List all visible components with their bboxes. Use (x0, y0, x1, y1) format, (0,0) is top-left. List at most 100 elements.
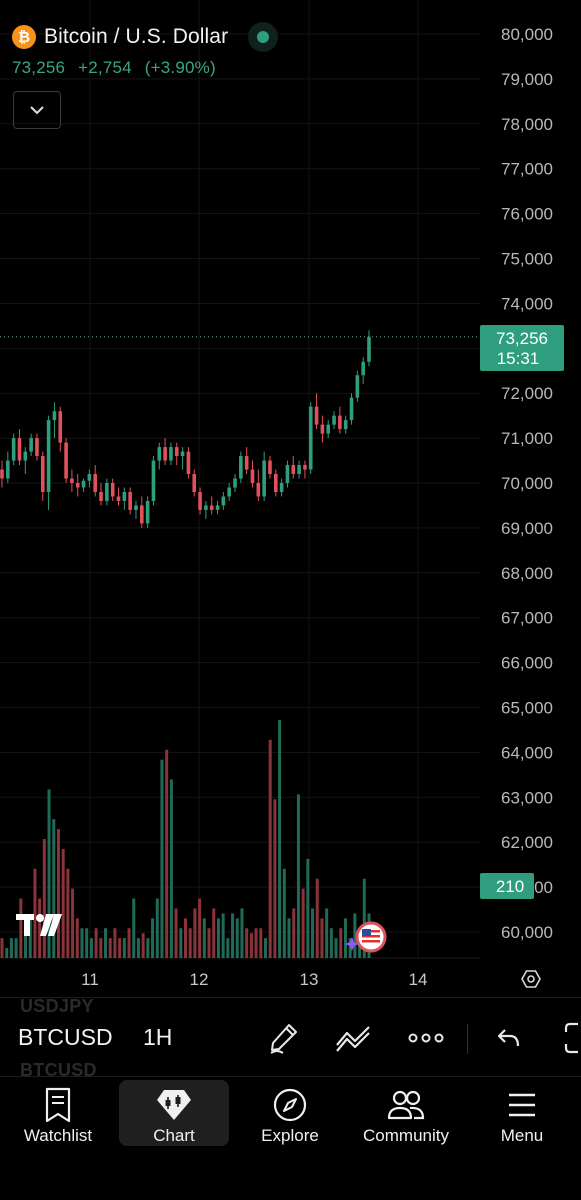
volume-bar (24, 928, 28, 958)
chart-gem-icon (157, 1090, 191, 1120)
candle-body (268, 460, 272, 475)
bottom-navigation: Watchlist Chart Explore (0, 1077, 581, 1200)
symbol-picker-next[interactable]: BTCUSD (20, 1060, 97, 1080)
volume-bar (113, 928, 117, 958)
volume-bar (249, 933, 253, 958)
price-axis[interactable]: 80,000 79,000 78,000 77,000 76,000 75,000 74,0… (501, 25, 553, 942)
price-axis-label: 64,000 (501, 743, 553, 762)
candle-body (239, 456, 243, 479)
volume-bar (179, 928, 183, 958)
nav-menu[interactable]: Menu (467, 1080, 577, 1146)
volume-bar (198, 898, 202, 958)
volume-bar (221, 913, 225, 958)
candle-body (23, 451, 28, 461)
chart-toolbar: BTCUSD 1H (0, 1000, 581, 1076)
nav-menu-label: Menu (500, 1126, 544, 1145)
nav-explore-label: Explore (261, 1126, 319, 1145)
last-price: 73,256 (12, 58, 66, 77)
compass-icon (273, 1088, 307, 1122)
candle-body (303, 465, 307, 470)
candle-body (204, 505, 208, 510)
volume-bar (151, 918, 155, 958)
volume-bar (33, 868, 37, 958)
market-status-indicator[interactable] (248, 22, 279, 52)
nav-watchlist-label: Watchlist (23, 1126, 93, 1145)
market-open-dot-icon (257, 31, 270, 43)
candle-body (227, 487, 231, 497)
volume-bar (193, 908, 197, 958)
time-axis-label: 13 (300, 970, 319, 989)
volume-bar (348, 938, 352, 958)
volume-bar (240, 908, 244, 958)
nav-community[interactable]: Community (351, 1080, 461, 1146)
candle-body (81, 480, 86, 488)
chart-grid (0, 0, 480, 959)
nav-chart-label: Chart (153, 1126, 195, 1145)
volume-tag-box (480, 873, 534, 899)
price-axis-label: 74,000 (501, 294, 553, 313)
candle-body (0, 469, 4, 479)
price-axis-label: 72,000 (501, 384, 553, 403)
candle-body (233, 478, 237, 488)
price-chart[interactable]: 80,000 79,000 78,000 77,000 76,000 75,000 74,0… (0, 0, 581, 1000)
tradingview-logo[interactable] (16, 912, 64, 943)
volume-bar (146, 938, 150, 958)
volume-bar (85, 928, 89, 958)
price-tag-countdown: 15:31 (497, 349, 540, 368)
nav-watchlist[interactable]: Watchlist (3, 1080, 113, 1146)
more-options-button[interactable] (406, 1020, 446, 1056)
drawing-tools-button[interactable] (264, 1020, 304, 1056)
volume-bar (212, 908, 216, 958)
time-axis[interactable]: 11 12 13 14 (81, 970, 427, 989)
candle-body (250, 469, 255, 483)
price-axis-label: 69,000 (501, 519, 553, 538)
volume-bar (334, 938, 338, 958)
candle-body (332, 415, 336, 425)
symbol-search-button[interactable]: BTCUSD (18, 1024, 113, 1050)
expand-legend-button[interactable] (13, 91, 61, 129)
tradingview-logo-icon (16, 914, 62, 936)
candle-body (29, 438, 33, 452)
volume-bar (245, 928, 249, 958)
candle-body (308, 406, 313, 470)
fullscreen-button[interactable] (560, 1020, 581, 1056)
volume-bar (38, 898, 42, 958)
bookmark-list-icon (45, 1087, 71, 1123)
candle-body (326, 424, 331, 434)
volume-bar (61, 848, 65, 958)
symbol-header: ₿ Bitcoin / U.S. Dollar 73,256 +2,754 (+… (12, 22, 279, 78)
volume-bar (94, 928, 98, 958)
hamburger-icon (509, 1093, 535, 1117)
chart-settings-icon[interactable] (521, 970, 541, 988)
candle-body (349, 397, 354, 421)
candle-body (291, 465, 296, 475)
volume-bar (231, 913, 235, 958)
economic-event-us-flag-icon[interactable] (355, 921, 387, 953)
price-tag-price: 73,256 (496, 329, 548, 348)
volume-bar (52, 819, 56, 958)
indicators-icon (336, 1026, 370, 1052)
volume-bar (184, 918, 187, 958)
candle-body (70, 478, 74, 483)
indicators-button[interactable] (334, 1020, 374, 1056)
candle-body (297, 465, 301, 475)
volume-bar (315, 878, 319, 958)
price-axis-label: 67,000 (501, 609, 553, 628)
symbol-picker-prev[interactable]: USDJPY (20, 996, 94, 1016)
ai-sparkle-icon[interactable] (345, 937, 359, 951)
candle-body (151, 460, 156, 501)
volume-bar (362, 878, 366, 958)
candle-body (40, 456, 45, 492)
nav-chart[interactable]: Chart (119, 1080, 229, 1146)
interval-button[interactable]: 1H (143, 1024, 173, 1050)
volume-bar (80, 928, 84, 958)
symbol-title[interactable]: Bitcoin / U.S. Dollar (44, 25, 229, 48)
volume-bar (311, 908, 315, 958)
nav-explore[interactable]: Explore (235, 1080, 345, 1146)
bitcoin-icon: ₿ (12, 25, 36, 49)
volume-bar (353, 913, 357, 958)
volume-bar (273, 799, 277, 958)
volume-bar (118, 938, 122, 958)
undo-button[interactable] (489, 1020, 529, 1056)
candle-body (244, 456, 249, 470)
